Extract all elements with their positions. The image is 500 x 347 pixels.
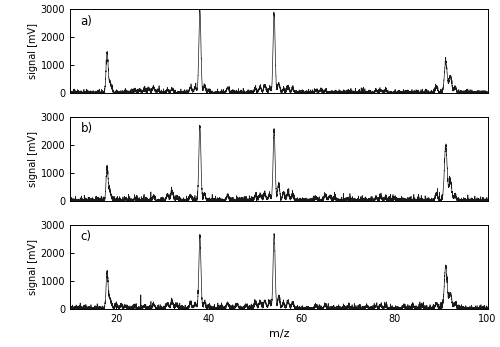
X-axis label: m/z: m/z: [268, 329, 289, 339]
Y-axis label: signal [mV]: signal [mV]: [28, 239, 38, 295]
Y-axis label: signal [mV]: signal [mV]: [28, 23, 38, 79]
Y-axis label: signal [mV]: signal [mV]: [28, 131, 38, 187]
Text: b): b): [80, 122, 92, 135]
Text: c): c): [80, 230, 92, 243]
Text: a): a): [80, 15, 92, 27]
